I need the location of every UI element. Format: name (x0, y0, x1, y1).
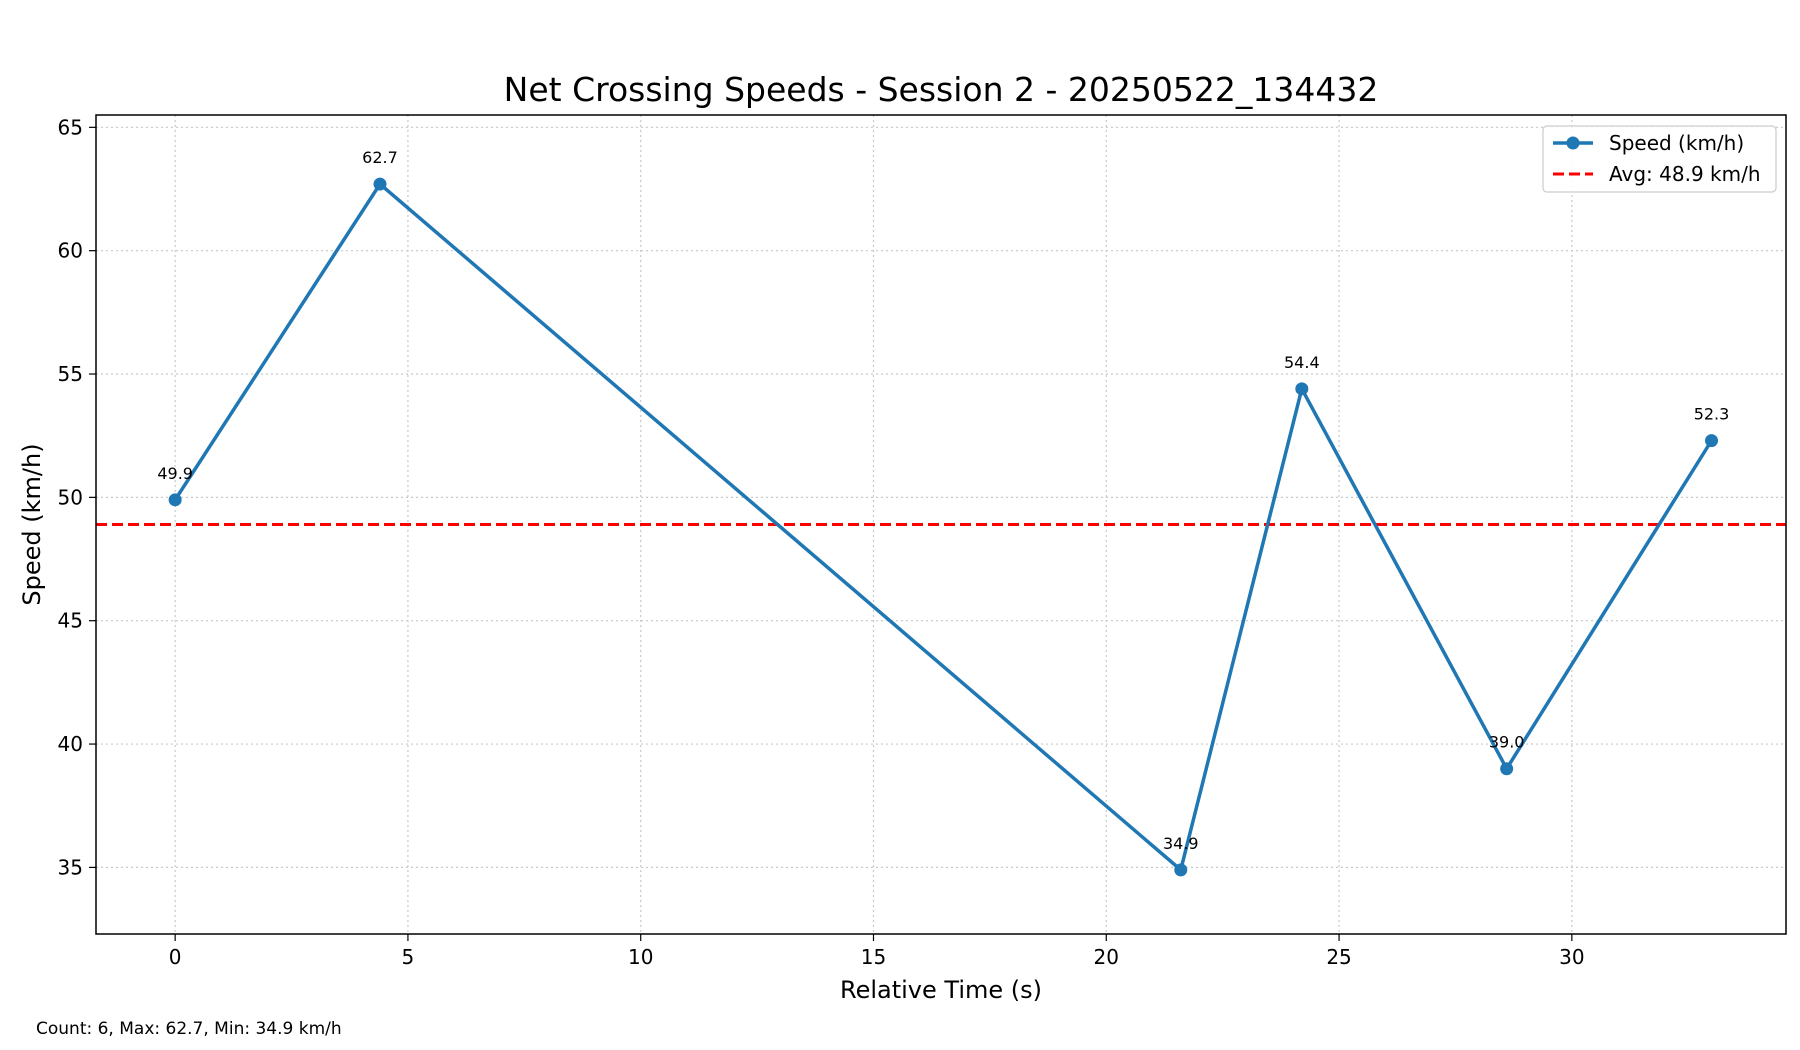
y-tick-label: 65 (58, 115, 83, 139)
x-axis-ticks: 0 5 10 15 20 25 30 (169, 934, 1585, 969)
legend-speed-marker (1566, 136, 1580, 150)
y-tick-label: 40 (58, 732, 83, 756)
series-layer (168, 177, 1719, 877)
y-tick-label: 55 (58, 362, 83, 386)
data-label: 54.4 (1284, 353, 1320, 372)
y-tick-label: 35 (58, 855, 83, 879)
legend-speed-label: Speed (km/h) (1609, 131, 1744, 155)
footer-stats: Count: 6, Max: 62.7, Min: 34.9 km/h (36, 1019, 342, 1039)
x-tick-label: 20 (1094, 945, 1119, 969)
data-label: 49.9 (157, 464, 193, 483)
x-axis-title: Relative Time (s) (840, 976, 1042, 1004)
data-point (373, 177, 387, 191)
speed-line (173, 182, 1713, 872)
legend-box (1542, 125, 1777, 193)
legend-avg-label: Avg: 48.9 km/h (1609, 162, 1761, 186)
x-tick-label: 5 (402, 945, 415, 969)
x-tick-label: 10 (628, 945, 653, 969)
chart-title: Net Crossing Speeds - Session 2 - 202505… (504, 70, 1379, 109)
data-point (168, 493, 182, 507)
y-tick-label: 45 (58, 609, 83, 633)
data-label: 39.0 (1489, 733, 1525, 752)
data-point (1705, 434, 1719, 448)
legend: Speed (km/h) Avg: 48.9 km/h (1542, 125, 1777, 193)
x-tick-label: 25 (1326, 945, 1351, 969)
y-tick-label: 60 (58, 239, 83, 263)
grid-lines (96, 115, 1786, 934)
data-point (1500, 762, 1514, 776)
y-tick-label: 50 (58, 485, 83, 509)
data-point (1174, 863, 1188, 877)
plot-frame (95, 114, 1787, 935)
x-tick-label: 0 (169, 945, 182, 969)
data-point (1295, 382, 1309, 396)
y-axis-title: Speed (km/h) (18, 443, 46, 605)
data-labels: 49.9 62.7 34.9 54.4 39.0 52.3 (157, 148, 1729, 853)
y-axis-ticks: 35 40 45 50 55 60 65 (58, 115, 96, 879)
data-label: 62.7 (362, 148, 398, 167)
data-label: 34.9 (1163, 834, 1199, 853)
x-tick-label: 30 (1559, 945, 1584, 969)
x-tick-label: 15 (861, 945, 886, 969)
data-label: 52.3 (1694, 405, 1730, 424)
